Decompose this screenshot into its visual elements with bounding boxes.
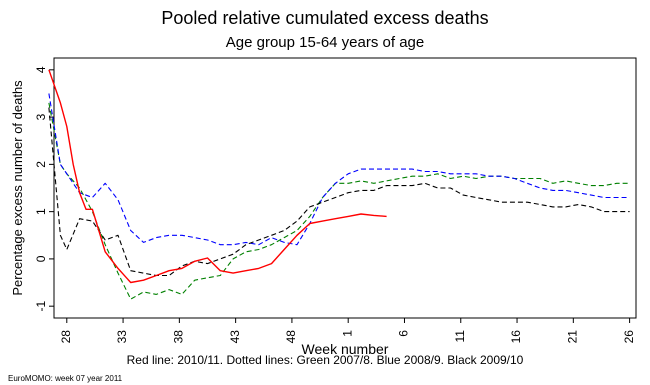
chart-title: Pooled relative cumulated excess deaths: [161, 8, 489, 28]
x-tick-label: 26: [622, 330, 636, 344]
x-tick-label: 1: [340, 330, 354, 337]
series-black-2009-10: [48, 107, 630, 277]
x-tick-label: 33: [115, 330, 129, 344]
x-tick-label: 48: [284, 330, 298, 344]
x-tick-label: 28: [59, 330, 73, 344]
x-tick-label: 16: [509, 330, 523, 344]
y-tick-label: -1: [34, 301, 48, 312]
chart-subtitle: Age group 15-64 years of age: [225, 34, 425, 51]
x-tick-label: 38: [172, 330, 186, 344]
series-red-2010-11: [48, 69, 387, 284]
x-tick-label: 6: [397, 330, 411, 337]
x-tick-label: 11: [453, 330, 467, 343]
chart-footnote: EuroMOMO: week 07 year 2011: [8, 374, 123, 383]
y-tick-label: 0: [34, 255, 48, 262]
plot-frame: [53, 57, 637, 319]
chart-caption: Red line: 2010/11. Dotted lines: Green 2…: [126, 353, 524, 367]
y-tick-label: 4: [34, 66, 48, 73]
y-tick-label: 2: [34, 161, 48, 168]
y-axis-title: Percentage excess number of deaths: [10, 80, 25, 296]
y-tick-label: 1: [34, 208, 48, 215]
y-tick-label: 3: [34, 113, 48, 120]
x-tick-label: 43: [228, 330, 242, 344]
series-blue-2008-9: [48, 93, 630, 246]
x-tick-label: 21: [565, 330, 579, 344]
series-green-2007-8: [48, 102, 630, 300]
x-axis-title: Week number: [302, 341, 389, 357]
